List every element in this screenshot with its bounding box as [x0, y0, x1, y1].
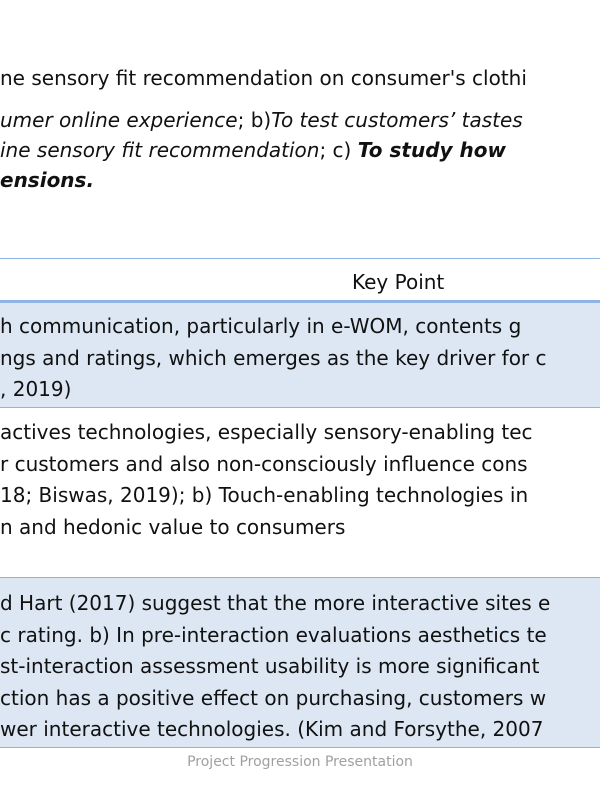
cell-line: , 2019) [0, 377, 72, 401]
cell-line: d Hart (2017) suggest that the more inte… [0, 591, 551, 615]
table-row [0, 578, 600, 748]
table-header: Key Point [352, 270, 445, 294]
intro-text: To study how [357, 138, 506, 162]
cell-line: ngs and ratings, which emerges as the ke… [0, 345, 547, 370]
cell-line: 18; Biswas, 2019); b) Touch-enabling tec… [0, 483, 529, 507]
cell-line: r customers and also non-consciously inf… [0, 451, 528, 476]
intro-line: umer online experience; b)To test custom… [0, 108, 523, 132]
table-row [0, 302, 600, 408]
cell-line: h communication, particularly in e-WOM, … [0, 314, 522, 338]
cell-line: ction has a positive effect on purchasin… [0, 685, 547, 710]
intro-line: ensions. [0, 168, 95, 192]
table-rule [0, 577, 600, 578]
cell-line: actives technologies, especially sensory… [0, 420, 533, 444]
intro-text: To test customers’ tastes [271, 108, 523, 132]
footer: Project Progression Presentation [187, 754, 413, 770]
intro-text: ; c) [319, 138, 358, 162]
cell-line: st-interaction assessment usability is m… [0, 654, 540, 678]
table-rule [0, 747, 600, 748]
intro-text: umer online experience [0, 108, 238, 132]
intro-line: ne sensory fit recommendation on consume… [0, 66, 527, 90]
cell-line: wer interactive technologies. (Kim and F… [0, 717, 544, 741]
cell-line: n and hedonic value to consumers [0, 514, 346, 539]
table-rule [0, 407, 600, 408]
intro-line: ine sensory fit recommendation; c) To st… [0, 138, 506, 162]
table-rule [0, 258, 600, 259]
intro-text: ine sensory fit recommendation [0, 138, 320, 162]
intro-text: ; b) [237, 108, 272, 132]
cell-line: c rating. b) In pre-interaction evaluati… [0, 622, 547, 647]
table-rule [0, 300, 600, 303]
